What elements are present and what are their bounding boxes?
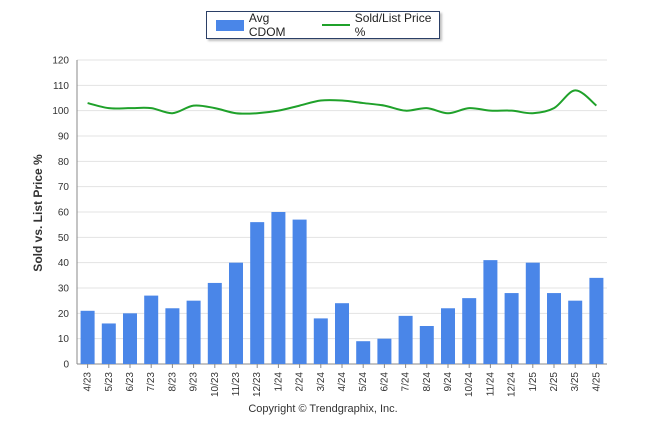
x-tick-label: 1/25 xyxy=(528,372,539,392)
x-tick-label: 5/24 xyxy=(358,372,369,392)
y-tick-label: 40 xyxy=(58,258,70,269)
bar xyxy=(335,303,349,364)
bar xyxy=(504,293,519,364)
x-tick-label: 4/23 xyxy=(83,372,94,392)
x-tick-label: 8/23 xyxy=(167,372,178,392)
bar xyxy=(101,323,116,364)
legend: Avg CDOM Sold/List Price % xyxy=(206,11,440,39)
y-axis-label: Sold vs. List Price % xyxy=(31,154,45,272)
bar xyxy=(271,212,286,364)
y-tick-label: 80 xyxy=(58,157,70,168)
bar xyxy=(398,315,413,364)
x-tick-label: 12/23 xyxy=(252,372,263,397)
bar xyxy=(547,293,561,364)
bar xyxy=(229,262,243,364)
bar xyxy=(207,282,222,364)
x-tick-label: 7/24 xyxy=(401,372,412,392)
legend-line-swatch xyxy=(321,24,350,26)
bar xyxy=(186,300,201,364)
x-tick-label: 4/24 xyxy=(337,372,348,392)
bar xyxy=(419,326,434,364)
bar xyxy=(377,338,392,364)
copyright-text: Copyright © Trendgraphix, Inc. xyxy=(248,403,398,415)
y-tick-label: 120 xyxy=(52,56,69,67)
y-tick-label: 30 xyxy=(58,284,70,295)
y-tick-label: 110 xyxy=(53,81,69,92)
x-tick-label: 2/24 xyxy=(295,372,306,392)
legend-bar-label: Avg CDOM xyxy=(248,11,286,39)
legend-item-bar: Avg CDOM xyxy=(216,11,305,39)
bar xyxy=(525,262,540,364)
y-tick-label: 10 xyxy=(58,334,70,345)
legend-line-label: Sold/List Price % xyxy=(354,11,432,39)
bar xyxy=(123,313,137,364)
x-tick-label: 3/25 xyxy=(570,372,581,392)
bar xyxy=(483,260,498,364)
bar xyxy=(165,308,180,364)
x-tick-label: 12/24 xyxy=(507,372,518,397)
y-tick-label: 50 xyxy=(58,233,70,244)
x-tick-label: 11/23 xyxy=(231,372,242,397)
y-tick-label: 100 xyxy=(52,106,69,117)
x-tick-label: 9/24 xyxy=(443,372,454,392)
bar xyxy=(441,308,455,364)
x-tick-label: 10/23 xyxy=(210,372,221,397)
x-tick-label: 5/23 xyxy=(104,372,115,392)
y-tick-label: 60 xyxy=(58,208,70,219)
x-tick-label: 2/25 xyxy=(549,372,560,392)
legend-item-line: Sold/List Price % xyxy=(321,11,439,39)
bar xyxy=(589,277,604,364)
y-tick-label: 0 xyxy=(63,360,69,371)
x-tick-label: 11/24 xyxy=(485,372,496,397)
legend-bar-swatch xyxy=(216,19,244,31)
x-tick-label: 6/24 xyxy=(379,372,390,392)
x-tick-label: 7/23 xyxy=(146,372,157,392)
x-tick-label: 8/24 xyxy=(422,372,433,392)
x-tick-label: 10/24 xyxy=(464,372,475,397)
x-tick-label: 1/24 xyxy=(273,372,284,392)
bar xyxy=(144,295,159,364)
y-tick-label: 70 xyxy=(58,182,70,193)
x-tick-label: 6/23 xyxy=(125,372,136,392)
bar xyxy=(80,310,95,364)
bar xyxy=(568,300,583,364)
y-tick-label: 20 xyxy=(58,309,70,320)
line-series-path xyxy=(87,89,598,115)
x-tick-label: 4/25 xyxy=(591,372,602,392)
y-tick-label: 90 xyxy=(58,132,70,143)
bar xyxy=(462,298,477,364)
bar xyxy=(250,222,265,364)
bar xyxy=(313,318,328,364)
x-tick-label: 9/23 xyxy=(189,372,200,392)
x-tick-label: 3/24 xyxy=(316,372,327,392)
bar xyxy=(292,219,307,364)
bar xyxy=(356,341,371,364)
